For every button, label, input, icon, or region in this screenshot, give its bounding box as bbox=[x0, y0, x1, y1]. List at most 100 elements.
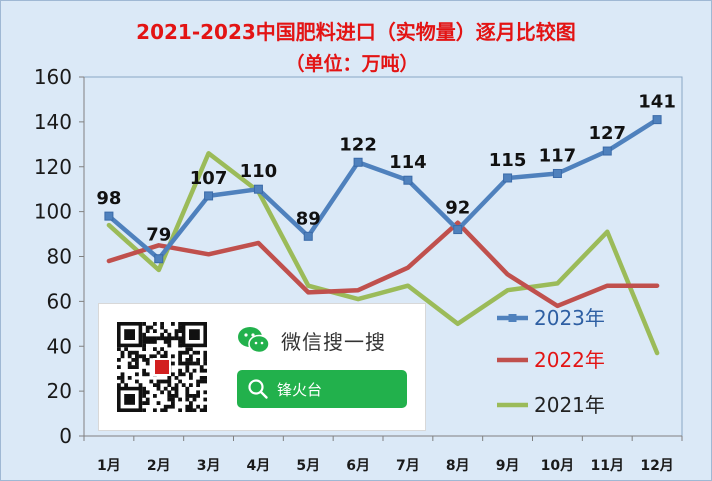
y-tick-label: 80 bbox=[47, 245, 72, 269]
qr-module bbox=[138, 383, 143, 387]
qr-module bbox=[153, 329, 157, 333]
qr-module bbox=[178, 379, 182, 384]
qr-module bbox=[156, 336, 161, 341]
x-tick-label: 2月 bbox=[147, 458, 171, 474]
qr-module bbox=[196, 379, 200, 384]
qr-module bbox=[167, 394, 172, 398]
qr-module bbox=[160, 322, 164, 326]
qr-module bbox=[203, 376, 207, 380]
qr-module bbox=[138, 354, 143, 359]
qr-module bbox=[171, 361, 175, 366]
qr-module bbox=[153, 336, 157, 341]
qr-module bbox=[156, 386, 161, 391]
series-line-1 bbox=[106, 220, 660, 309]
series-point-0 bbox=[204, 191, 214, 201]
qr-module bbox=[145, 325, 150, 330]
y-tick-label: 60 bbox=[47, 289, 72, 313]
qr-module bbox=[178, 340, 182, 344]
qr-module bbox=[153, 394, 157, 398]
qr-module bbox=[160, 332, 164, 337]
qr-module bbox=[145, 340, 150, 344]
data-label: 127 bbox=[588, 123, 626, 144]
qr-module bbox=[203, 397, 207, 402]
qr-module bbox=[196, 350, 200, 355]
series-point-0 bbox=[602, 146, 612, 156]
qr-module bbox=[185, 404, 190, 409]
qr-module bbox=[185, 386, 190, 391]
qr-module bbox=[142, 343, 146, 348]
x-tick-label: 6月 bbox=[346, 458, 370, 474]
qr-module bbox=[171, 401, 175, 405]
data-label: 115 bbox=[489, 150, 527, 171]
qr-module bbox=[178, 397, 182, 402]
qr-module bbox=[167, 397, 172, 402]
legend-marker bbox=[508, 314, 517, 322]
data-label: 92 bbox=[445, 198, 470, 219]
qr-module bbox=[174, 329, 179, 333]
qr-module bbox=[189, 354, 193, 359]
wechat-icon bbox=[238, 327, 270, 354]
qr-module bbox=[160, 390, 164, 395]
qr-module bbox=[178, 354, 182, 359]
qr-module bbox=[149, 336, 154, 341]
qr-module bbox=[156, 401, 161, 405]
series-point-0 bbox=[353, 157, 363, 167]
qr-module bbox=[167, 376, 172, 380]
qr-module bbox=[135, 354, 139, 359]
qr-module bbox=[178, 408, 182, 412]
qr-module bbox=[203, 379, 207, 384]
qr-module bbox=[196, 394, 200, 398]
qr-module bbox=[189, 404, 193, 409]
axes: 0 20 40 60 80 100 120 140 160 1月 2月 3月 4月 5月 6月 7月 8月 9月 1… bbox=[34, 65, 683, 474]
search-title: 微信搜一搜 bbox=[281, 329, 386, 354]
qr-module bbox=[142, 386, 146, 391]
series-point-0 bbox=[552, 168, 562, 178]
chart-subtitle: （单位：万吨） bbox=[285, 52, 418, 75]
qr-module bbox=[117, 365, 121, 369]
search-bar[interactable]: 锋火台 bbox=[237, 370, 407, 408]
qr-module bbox=[167, 343, 172, 348]
qr-module bbox=[145, 401, 150, 405]
search-header: 微信搜一搜 bbox=[237, 324, 386, 356]
series-point-0 bbox=[154, 254, 164, 264]
x-tick-label: 9月 bbox=[496, 458, 520, 474]
qr-module bbox=[199, 376, 204, 380]
series-point-0 bbox=[104, 211, 114, 221]
legend-entry: 2023年 bbox=[534, 306, 605, 330]
qr-module bbox=[160, 336, 164, 341]
y-tick-label: 0 bbox=[59, 424, 72, 448]
qr-module bbox=[163, 408, 168, 412]
qr-module bbox=[189, 383, 193, 387]
qr-module bbox=[117, 376, 121, 380]
qr-module bbox=[163, 404, 168, 409]
legend-entry: 2021年 bbox=[534, 393, 605, 417]
qr-module bbox=[120, 372, 125, 377]
qr-module bbox=[174, 386, 179, 391]
qr-module bbox=[142, 322, 146, 326]
qr-module bbox=[196, 390, 200, 395]
data-label: 122 bbox=[339, 134, 377, 155]
x-tick-label: 11月 bbox=[591, 458, 624, 474]
qr-module bbox=[189, 372, 193, 377]
qr-module bbox=[120, 376, 125, 380]
qr-module bbox=[145, 361, 150, 366]
qr-module bbox=[171, 372, 175, 377]
qr-module bbox=[192, 350, 197, 355]
qr-module bbox=[163, 336, 168, 341]
qr-module bbox=[171, 386, 175, 391]
qr-module bbox=[185, 368, 190, 373]
qr-module bbox=[203, 404, 207, 409]
qr-module bbox=[192, 361, 197, 366]
data-label: 114 bbox=[389, 152, 427, 173]
qr-module bbox=[185, 358, 190, 362]
qr-module bbox=[124, 347, 128, 351]
qr-module bbox=[192, 408, 197, 412]
qr-module bbox=[171, 336, 175, 341]
qr-module bbox=[163, 379, 168, 384]
series-point-0 bbox=[403, 175, 413, 185]
qr-module bbox=[127, 376, 132, 380]
qr-module bbox=[120, 379, 125, 384]
qr-module bbox=[185, 365, 190, 369]
qr-module bbox=[142, 394, 146, 398]
qr-module bbox=[142, 390, 146, 395]
